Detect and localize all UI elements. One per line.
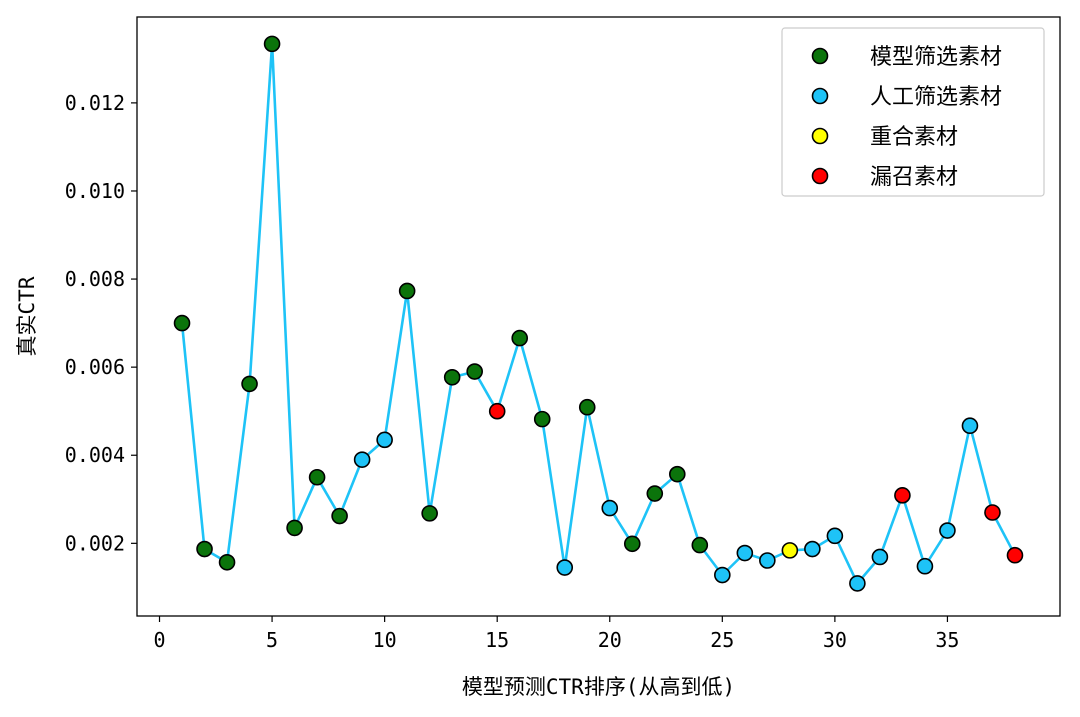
legend-marker-missed	[811, 167, 829, 185]
data-point-manual	[714, 566, 731, 584]
x-tick-label: 5	[266, 628, 278, 652]
x-tick-label: 15	[485, 628, 509, 652]
data-point-manual	[871, 548, 889, 566]
data-point-missed	[984, 504, 1001, 521]
data-point-manual	[736, 544, 754, 562]
data-point-manual	[826, 527, 844, 545]
data-point-missed	[894, 487, 911, 504]
x-tick-label: 10	[373, 628, 397, 652]
y-tick-label: 0.012	[65, 91, 125, 115]
y-tick-label: 0.002	[65, 531, 125, 555]
data-point-model	[646, 485, 664, 502]
data-point-model	[308, 468, 326, 486]
data-point-model	[173, 314, 191, 332]
x-tick-label: 20	[598, 628, 622, 652]
x-tick-label: 25	[710, 628, 734, 652]
data-point-model	[218, 553, 236, 571]
data-point-manual	[601, 499, 619, 517]
y-tick-label: 0.004	[65, 443, 125, 467]
y-axis: 0.002 0.004 0.006 0.008 0.010 0.012	[65, 91, 137, 555]
x-tick-label: 35	[935, 628, 959, 652]
legend-marker-overlap	[811, 127, 829, 145]
data-point-model	[331, 507, 348, 525]
legend-marker-model	[811, 47, 829, 65]
plot-frame	[136, 16, 1061, 617]
data-point-overlap	[781, 542, 799, 559]
data-point-manual	[353, 451, 371, 468]
data-point-model	[511, 329, 529, 347]
data-point-model	[443, 368, 461, 386]
data-point-missed	[1006, 546, 1024, 564]
data-point-manual	[556, 559, 574, 576]
y-tick-label: 0.006	[65, 355, 125, 379]
data-point-model	[241, 375, 258, 393]
x-tick-label: 0	[153, 628, 165, 652]
legend-label-missed: 漏召素材	[870, 165, 958, 190]
data-point-model	[398, 282, 416, 300]
plot-area	[173, 35, 1024, 592]
data-point-model	[578, 398, 596, 416]
data-point-model	[286, 519, 303, 537]
legend-marker-manual	[811, 87, 829, 105]
data-point-manual	[759, 552, 776, 569]
data-point-model	[466, 363, 483, 380]
data-point-model	[263, 35, 281, 53]
data-point-manual	[849, 575, 866, 592]
legend-label-overlap: 重合素材	[870, 125, 958, 150]
legend-label-manual: 人工筛选素材	[870, 85, 1002, 110]
data-point-model	[421, 505, 438, 522]
x-axis-title: 模型预测CTR排序(从高到低)	[462, 675, 735, 699]
data-point-model	[623, 535, 641, 553]
legend-label-model: 模型筛选素材	[870, 45, 1002, 70]
x-axis: 0 5 10 15 20 25 30 35	[153, 616, 959, 652]
y-tick-label: 0.008	[65, 267, 125, 291]
data-point-manual	[804, 540, 821, 558]
legend-box	[781, 27, 1045, 197]
x-tick-label: 30	[823, 628, 847, 652]
data-point-model	[196, 540, 213, 558]
data-point-missed	[488, 402, 506, 420]
data-point-manual	[376, 431, 393, 449]
data-point-model	[533, 410, 551, 428]
y-axis-title: 真实CTR	[15, 276, 39, 356]
data-point-manual	[916, 557, 934, 575]
data-point-model	[668, 465, 686, 483]
y-tick-label: 0.010	[65, 179, 125, 203]
data-point-manual	[961, 417, 979, 435]
data-point-model	[691, 536, 709, 554]
data-point-manual	[939, 522, 956, 539]
